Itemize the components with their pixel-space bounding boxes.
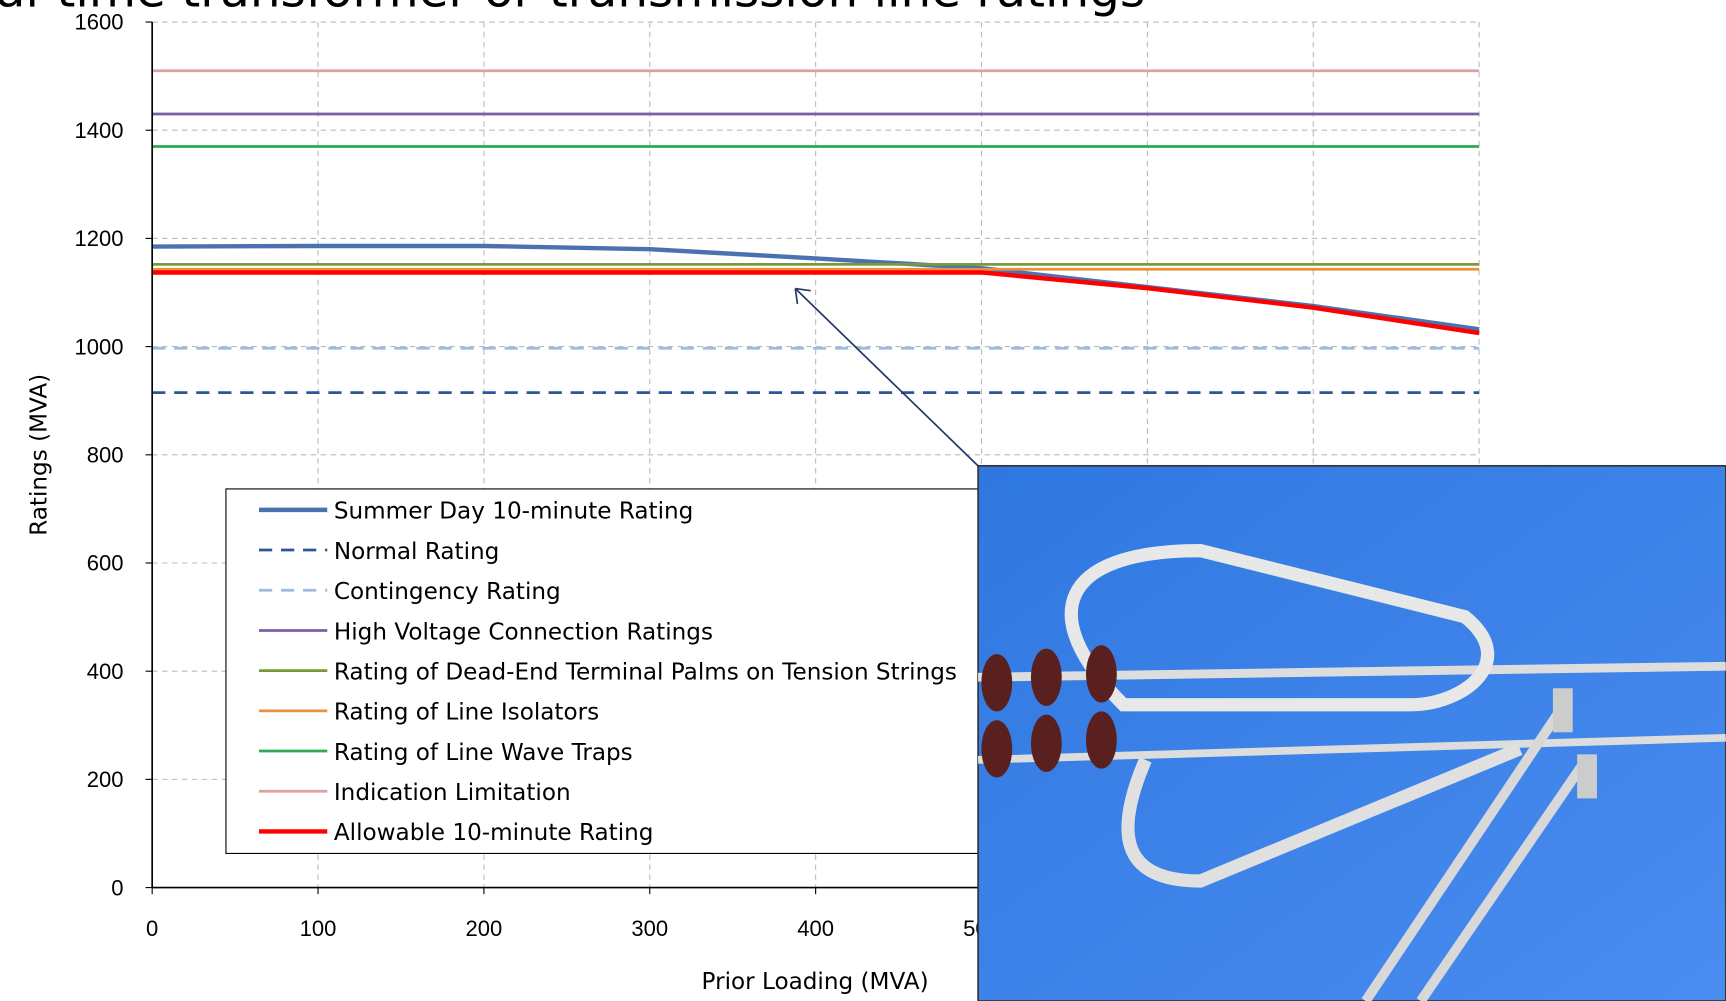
y-tick-label: 200 bbox=[87, 767, 124, 792]
y-axis-label: Ratings (MVA) bbox=[26, 374, 52, 536]
series-line bbox=[152, 246, 1479, 329]
page: {"chart_data": {"type": "line", "title":… bbox=[0, 0, 1726, 1001]
x-axis-label: Prior Loading (MVA) bbox=[702, 969, 929, 995]
legend-label: Summer Day 10-minute Rating bbox=[334, 499, 693, 525]
y-tick-label: 1000 bbox=[75, 334, 124, 359]
y-tick-label: 400 bbox=[87, 659, 124, 684]
y-tick-label: 1400 bbox=[75, 118, 124, 143]
y-tick-label: 0 bbox=[111, 875, 123, 900]
chart: al-time transformer or transmission line… bbox=[0, 0, 1726, 1001]
y-tick-label: 1200 bbox=[75, 226, 124, 251]
legend: Summer Day 10-minute Rating Normal Rating… bbox=[226, 489, 997, 854]
legend-label: Indication Limitation bbox=[334, 780, 571, 806]
legend-label: Normal Rating bbox=[334, 539, 499, 565]
x-tick-label: 300 bbox=[631, 916, 668, 941]
y-tick-label: 600 bbox=[87, 551, 124, 576]
annotation-arrow bbox=[795, 289, 980, 468]
legend-label: Rating of Line Isolators bbox=[334, 700, 599, 726]
legend-label: Contingency Rating bbox=[334, 579, 561, 605]
x-tick-label: 200 bbox=[466, 916, 503, 941]
y-tick-label: 1600 bbox=[75, 10, 124, 35]
legend-label: Rating of Dead-End Terminal Palms on Ten… bbox=[334, 659, 957, 685]
chart-title: al-time transformer or transmission line… bbox=[0, 0, 1145, 19]
x-tick-label: 400 bbox=[797, 916, 834, 941]
x-tick-label: 0 bbox=[146, 916, 158, 941]
y-tick-label: 800 bbox=[87, 443, 124, 468]
legend-label: Allowable 10-minute Rating bbox=[334, 820, 654, 846]
photo bbox=[978, 466, 1726, 1001]
legend-label: Rating of Line Wave Traps bbox=[334, 740, 633, 766]
x-tick-label: 100 bbox=[300, 916, 337, 941]
legend-label: High Voltage Connection Ratings bbox=[334, 619, 713, 645]
